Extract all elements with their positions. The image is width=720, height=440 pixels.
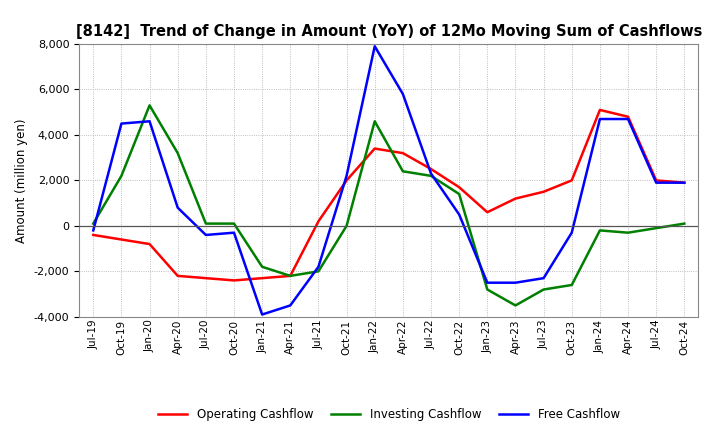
- Operating Cashflow: [202, 275, 210, 281]
- Free Cashflow: [286, 303, 294, 308]
- Investing Cashflow: [117, 173, 126, 179]
- Investing Cashflow: [567, 282, 576, 288]
- Free Cashflow: [370, 44, 379, 49]
- Operating Cashflow: [511, 196, 520, 201]
- Investing Cashflow: [595, 228, 604, 233]
- Investing Cashflow: [370, 119, 379, 124]
- Investing Cashflow: [652, 225, 660, 231]
- Investing Cashflow: [286, 273, 294, 279]
- Investing Cashflow: [483, 287, 492, 292]
- Line: Free Cashflow: Free Cashflow: [94, 46, 684, 315]
- Investing Cashflow: [680, 221, 688, 226]
- Operating Cashflow: [567, 178, 576, 183]
- Free Cashflow: [202, 232, 210, 238]
- Operating Cashflow: [370, 146, 379, 151]
- Free Cashflow: [230, 230, 238, 235]
- Free Cashflow: [652, 180, 660, 185]
- Line: Operating Cashflow: Operating Cashflow: [94, 110, 684, 280]
- Free Cashflow: [595, 116, 604, 121]
- Operating Cashflow: [174, 273, 182, 279]
- Operating Cashflow: [595, 107, 604, 113]
- Investing Cashflow: [455, 191, 464, 197]
- Free Cashflow: [680, 180, 688, 185]
- Line: Investing Cashflow: Investing Cashflow: [94, 105, 684, 305]
- Investing Cashflow: [145, 103, 154, 108]
- Legend: Operating Cashflow, Investing Cashflow, Free Cashflow: Operating Cashflow, Investing Cashflow, …: [153, 403, 625, 425]
- Operating Cashflow: [427, 166, 436, 172]
- Operating Cashflow: [652, 178, 660, 183]
- Investing Cashflow: [624, 230, 632, 235]
- Operating Cashflow: [539, 189, 548, 194]
- Y-axis label: Amount (million yen): Amount (million yen): [15, 118, 28, 242]
- Free Cashflow: [483, 280, 492, 285]
- Investing Cashflow: [202, 221, 210, 226]
- Operating Cashflow: [145, 242, 154, 247]
- Free Cashflow: [145, 119, 154, 124]
- Free Cashflow: [427, 171, 436, 176]
- Free Cashflow: [624, 116, 632, 121]
- Free Cashflow: [314, 264, 323, 269]
- Title: [8142]  Trend of Change in Amount (YoY) of 12Mo Moving Sum of Cashflows: [8142] Trend of Change in Amount (YoY) o…: [76, 24, 702, 39]
- Investing Cashflow: [258, 264, 266, 269]
- Free Cashflow: [117, 121, 126, 126]
- Investing Cashflow: [427, 173, 436, 179]
- Free Cashflow: [174, 205, 182, 210]
- Free Cashflow: [399, 92, 408, 97]
- Investing Cashflow: [511, 303, 520, 308]
- Operating Cashflow: [455, 184, 464, 190]
- Operating Cashflow: [314, 219, 323, 224]
- Investing Cashflow: [539, 287, 548, 292]
- Free Cashflow: [342, 173, 351, 179]
- Free Cashflow: [567, 230, 576, 235]
- Free Cashflow: [258, 312, 266, 317]
- Investing Cashflow: [89, 221, 98, 226]
- Operating Cashflow: [258, 275, 266, 281]
- Investing Cashflow: [399, 169, 408, 174]
- Free Cashflow: [89, 228, 98, 233]
- Operating Cashflow: [399, 150, 408, 156]
- Operating Cashflow: [342, 178, 351, 183]
- Operating Cashflow: [624, 114, 632, 119]
- Operating Cashflow: [230, 278, 238, 283]
- Free Cashflow: [539, 275, 548, 281]
- Investing Cashflow: [342, 223, 351, 228]
- Investing Cashflow: [314, 269, 323, 274]
- Investing Cashflow: [174, 150, 182, 156]
- Operating Cashflow: [680, 180, 688, 185]
- Operating Cashflow: [117, 237, 126, 242]
- Operating Cashflow: [483, 209, 492, 215]
- Operating Cashflow: [286, 273, 294, 279]
- Operating Cashflow: [89, 232, 98, 238]
- Free Cashflow: [511, 280, 520, 285]
- Free Cashflow: [455, 212, 464, 217]
- Investing Cashflow: [230, 221, 238, 226]
